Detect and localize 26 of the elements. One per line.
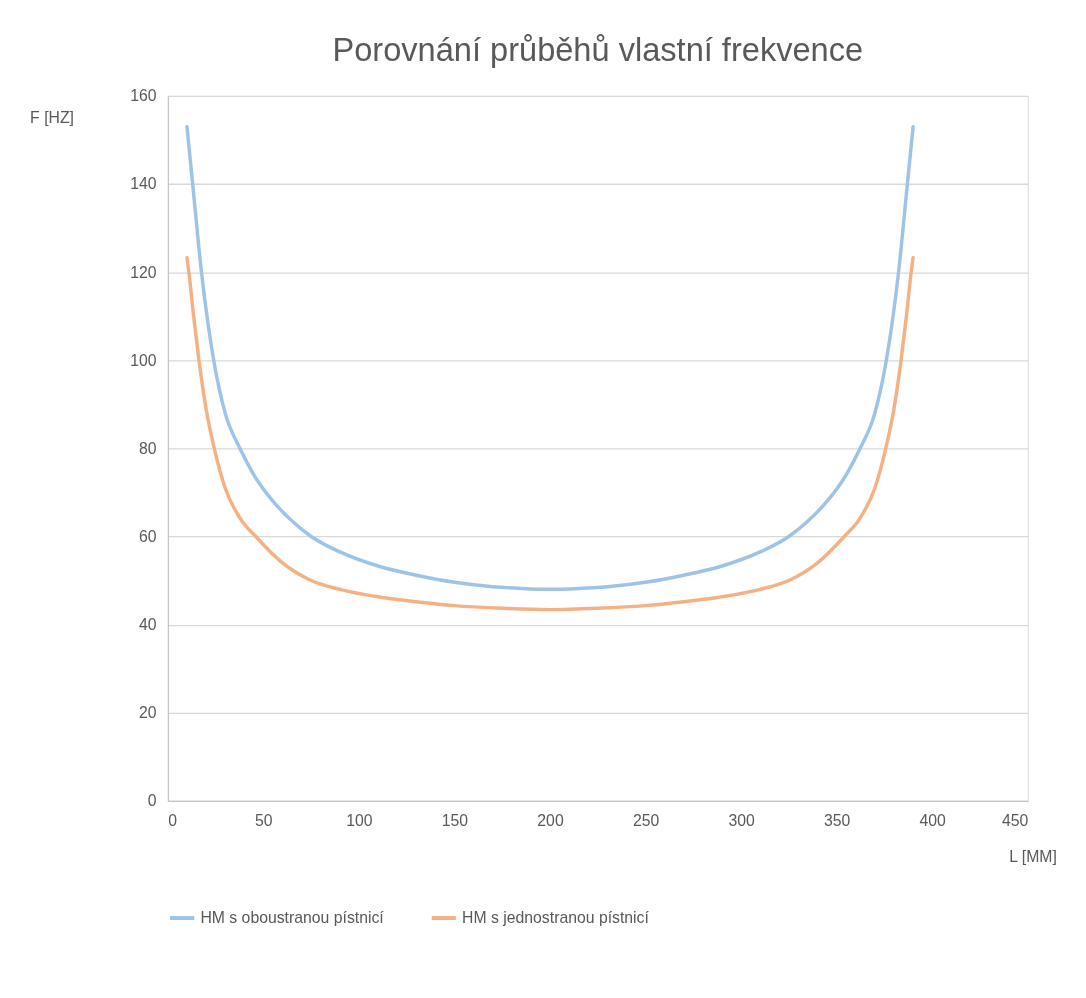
x-tick-label: 100 (346, 811, 373, 829)
legend-label: HM s oboustranou pístnicí (200, 908, 385, 926)
x-tick-label: 300 (728, 811, 755, 829)
y-tick-label: 0 (147, 792, 157, 810)
x-tick-label: 450 (1001, 811, 1029, 829)
line-series (185, 255, 915, 612)
x-tick-label: 250 (632, 811, 660, 829)
x-tick-label: 200 (537, 811, 564, 829)
x-axis-title: L [MM] (1009, 847, 1057, 865)
y-tick-label: 40 (138, 616, 157, 634)
y-tick-label: 60 (138, 527, 157, 545)
y-axis-title: F [HZ] (30, 109, 74, 127)
y-tick-label: 20 (138, 704, 157, 722)
x-tick-label: 150 (441, 811, 469, 829)
line-series (185, 125, 915, 592)
legend-label: HM s jednostranou pístnicí (462, 908, 650, 926)
chart-title: Porovnání průběhů vlastní frekvence (332, 32, 864, 69)
y-tick-label: 140 (130, 175, 157, 193)
y-tick-label: 100 (130, 351, 157, 369)
y-tick-label: 80 (138, 439, 157, 457)
x-tick-label: 0 (168, 811, 178, 829)
x-tick-label: 350 (823, 811, 851, 829)
y-tick-label: 160 (130, 87, 157, 105)
y-tick-label: 120 (130, 263, 157, 281)
x-tick-label: 400 (919, 811, 947, 829)
x-tick-label: 50 (255, 811, 273, 829)
